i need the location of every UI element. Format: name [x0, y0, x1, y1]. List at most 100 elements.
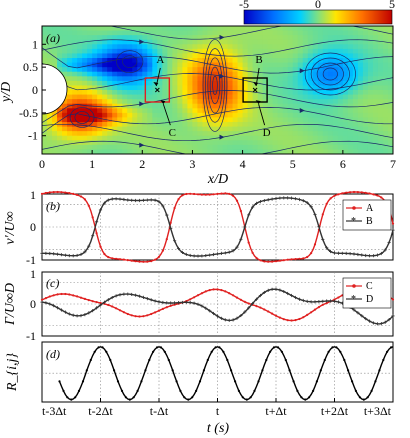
- heatmap-cell: [287, 112, 294, 119]
- heatmap-cell: [122, 135, 128, 141]
- point-d: [391, 314, 395, 318]
- heatmap-cell: [312, 58, 319, 64]
- heatmap-cell: [77, 135, 83, 141]
- point-a: [360, 191, 363, 194]
- heatmap-cell: [192, 67, 199, 73]
- point-b: [118, 197, 122, 201]
- heatmap-cell: [127, 44, 133, 50]
- heatmap-cell: [352, 126, 359, 132]
- heatmap-cell: [132, 103, 138, 109]
- heatmap-cell: [332, 76, 339, 82]
- heatmap-cell: [222, 122, 229, 128]
- heatmap-cell: [242, 48, 249, 55]
- heatmap-cell: [87, 44, 93, 50]
- heatmap-cell: [197, 126, 204, 132]
- heatmap-cell: [132, 108, 138, 114]
- heatmap-cell: [387, 131, 393, 137]
- heatmap-cell: [62, 140, 68, 146]
- heatmap-cell: [322, 144, 329, 151]
- heatmap-cell: [157, 135, 163, 141]
- heatmap-cell: [142, 144, 148, 151]
- heatmap-cell: [132, 90, 138, 96]
- heatmap-cell: [87, 94, 93, 100]
- heatmap-cell: [287, 67, 294, 73]
- point-c: [146, 314, 149, 317]
- heatmap-cell: [122, 122, 128, 128]
- heatmap-cell: [382, 62, 389, 68]
- heatmap-cell: [92, 62, 98, 68]
- heatmap-cell: [177, 108, 183, 114]
- heatmap-cell: [367, 131, 374, 137]
- heatmap-cell: [132, 44, 138, 50]
- heatmap-cell: [97, 39, 103, 45]
- heatmap-cell: [312, 108, 319, 114]
- heatmap-cell: [167, 85, 173, 91]
- heatmap-cell: [267, 62, 274, 68]
- heatmap-cell: [327, 26, 334, 32]
- heatmap-cell: [97, 67, 103, 73]
- point-r: [159, 346, 162, 349]
- point-r: [237, 389, 240, 392]
- series-line-r: [58, 346, 394, 401]
- heatmap-cell: [317, 62, 324, 68]
- heatmap-cell: [97, 112, 103, 119]
- point-a: [356, 191, 359, 194]
- heatmap-cell: [287, 35, 294, 41]
- point-b: [130, 198, 134, 202]
- heatmap-cell: [232, 112, 239, 119]
- heatmap-cell: [387, 103, 393, 109]
- heatmap-cell: [87, 67, 93, 73]
- heatmap-cell: [82, 99, 88, 105]
- point-a: [48, 191, 51, 194]
- heatmap-cell: [357, 30, 364, 36]
- heatmap-cell: [97, 53, 103, 59]
- heatmap-cell: [382, 135, 389, 141]
- heatmap-cell: [127, 144, 133, 151]
- heatmap-cell: [382, 44, 389, 50]
- heatmap-cell: [142, 67, 148, 73]
- heatmap-cell: [122, 30, 128, 36]
- heatmap-cell: [287, 58, 294, 64]
- heatmap-cell: [322, 48, 329, 55]
- point-c: [259, 306, 262, 309]
- heatmap-cell: [192, 135, 199, 141]
- heatmap-cell: [347, 131, 354, 137]
- heatmap-cell: [152, 90, 158, 96]
- heatmap-cell: [72, 149, 78, 154]
- heatmap-cell: [317, 30, 324, 36]
- heatmap-cell: [322, 80, 329, 87]
- point-c: [232, 294, 235, 297]
- heatmap-cell: [347, 30, 354, 36]
- heatmap-cell: [212, 76, 219, 82]
- heatmap-cell: [102, 126, 108, 132]
- heatmap-cell: [317, 53, 324, 59]
- heatmap-cell: [97, 44, 103, 50]
- point-r: [382, 358, 385, 362]
- heatmap-cell: [347, 80, 354, 87]
- point-b: [332, 251, 337, 255]
- heatmap-cell: [67, 144, 73, 151]
- heatmap-cell: [202, 149, 209, 154]
- xtick-label: t: [216, 404, 220, 418]
- heatmap-cell: [302, 80, 309, 87]
- heatmap-cell: [282, 135, 289, 141]
- heatmap-cell: [362, 48, 369, 55]
- heatmap-cell: [312, 112, 319, 119]
- heatmap-cell: [377, 35, 384, 41]
- heatmap-cell: [72, 103, 78, 109]
- heatmap-cell: [132, 26, 138, 32]
- heatmap-cell: [52, 26, 58, 32]
- streamline-arrow: [219, 73, 225, 79]
- heatmap-cell: [367, 85, 374, 91]
- heatmap-cell: [267, 35, 274, 41]
- heatmap-cell: [57, 39, 63, 45]
- point-b: [282, 196, 286, 200]
- heatmap-cell: [142, 108, 148, 114]
- heatmap-cell: [62, 30, 68, 36]
- point-c: [239, 298, 242, 301]
- heatmap-cell: [107, 99, 113, 105]
- heatmap-cell: [297, 30, 304, 36]
- heatmap-cell: [277, 58, 284, 64]
- point-a: [40, 192, 44, 195]
- point-a: [259, 259, 262, 262]
